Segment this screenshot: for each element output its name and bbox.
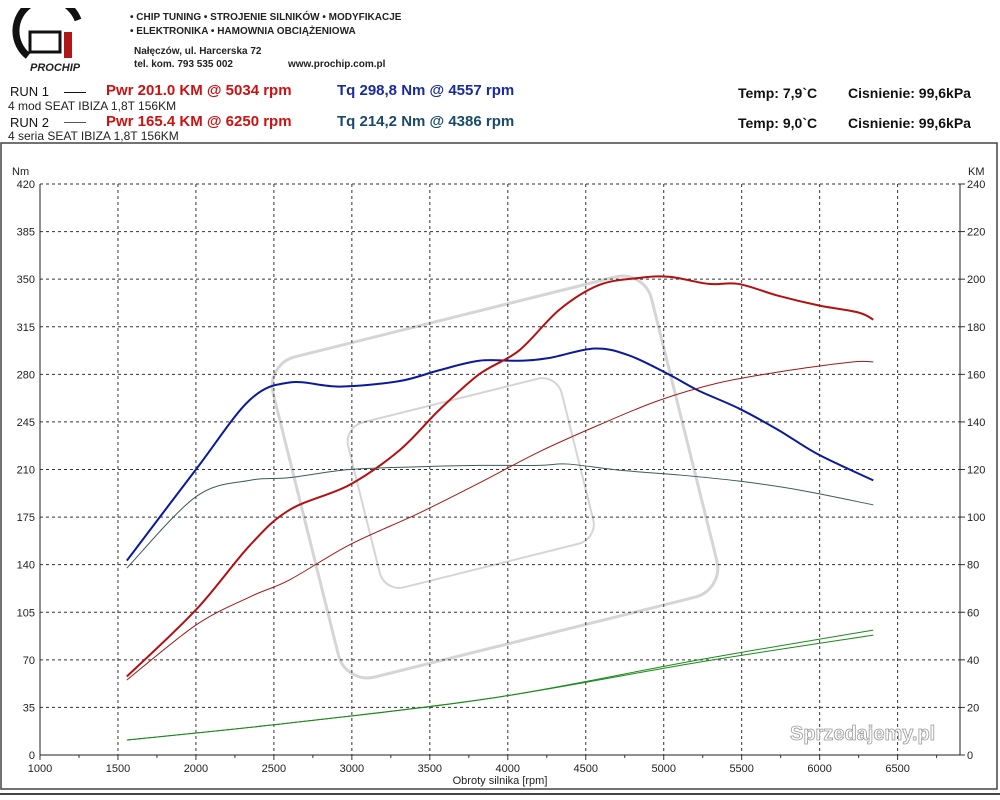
sprzedajemy-watermark: Sprzedajemy.pl: [790, 723, 935, 745]
run2-desc: 4 seria SEAT IBIZA 1,8T 156KM: [8, 129, 179, 143]
x-tick-label: 2500: [262, 763, 286, 775]
dyno-chart: 1000 1500 2000 2500 3000 3500 4000 4500 5000 5500…: [0, 142, 1000, 795]
run1-label: RUN 1: [10, 84, 50, 99]
chart-frame: [0, 142, 998, 790]
y-tick-label: 280: [17, 369, 35, 381]
y-tick-label: 420: [17, 179, 35, 191]
y-tick-label: 385: [17, 227, 35, 239]
run1-torque-line: [126, 347, 874, 562]
slogan-2: • ELEKTRONIKA • HAMOWNIA OBCIĄŻENIOWA: [130, 26, 356, 37]
y2-tick-label: 240: [967, 179, 985, 191]
run1-temp: Temp: 7,9`C: [738, 85, 818, 101]
y-tick-label: 175: [17, 512, 35, 524]
x-axis-label: Obroty silnika [rpm]: [453, 775, 548, 787]
y-tick-label: 350: [17, 274, 35, 286]
prochip-watermark-logo: [270, 274, 720, 680]
y-tick-label: 245: [17, 417, 35, 429]
y-tick-label: 0: [29, 750, 35, 762]
y2-tick-label: 180: [967, 322, 985, 334]
run2-legend-line: [64, 122, 86, 123]
run1-pressure: Cisnienie: 99,6kPa: [848, 85, 971, 101]
y2-tick-label: 140: [967, 417, 985, 429]
logo-text: PROCHIP: [30, 62, 81, 74]
x-tick-label: 5500: [729, 763, 753, 775]
y2-tick-label: 200: [967, 274, 985, 286]
run2-pressure: Cisnienie: 99,6kPa: [848, 115, 971, 131]
run2-label: RUN 2: [10, 115, 50, 130]
run1-desc: 4 mod SEAT IBIZA 1,8T 156KM: [8, 99, 177, 113]
x-tick-label: 2000: [184, 763, 208, 775]
x-tick-label: 5000: [651, 763, 675, 775]
y2-tick-label: 80: [967, 560, 979, 572]
run1-power-line: [126, 275, 874, 678]
address: Nałęczów, ul. Harcerska 72: [134, 46, 262, 57]
y-axis-label: Nm: [12, 166, 29, 178]
y-tick-label: 105: [17, 607, 35, 619]
y2-tick-label: 20: [967, 702, 979, 714]
run1-legend-line: [64, 92, 86, 93]
run1-power-peak: Pwr 201.0 KM @ 5034 rpm: [106, 82, 292, 99]
y2-tick-label: 60: [967, 607, 979, 619]
website: www.prochip.com.pl: [288, 59, 386, 70]
run2-torque-peak: Tq 214,2 Nm @ 4386 rpm: [337, 113, 515, 130]
y2-tick-label: 100: [967, 512, 985, 524]
x-tick-label: 3000: [340, 763, 364, 775]
y-tick-label: 70: [23, 655, 35, 667]
run2-power-line: [126, 360, 874, 681]
y-tick-label: 315: [17, 322, 35, 334]
engine-icon: [28, 30, 62, 54]
y-tick-label: 35: [23, 702, 35, 714]
prochip-logo: PROCHIP: [12, 8, 82, 74]
x-tick-label: 4000: [496, 763, 520, 775]
run1-loss-line: [126, 634, 874, 741]
run2-loss-line: [126, 629, 874, 741]
x-tick-label: 6000: [807, 763, 831, 775]
y2-tick-label: 40: [967, 655, 979, 667]
run2-temp: Temp: 9,0`C: [738, 115, 818, 131]
y2-tick-label: 0: [967, 750, 973, 762]
run1-torque-peak: Tq 298,8 Nm @ 4557 rpm: [337, 82, 515, 99]
x-tick-label: 4500: [574, 763, 598, 775]
y2-tick-label: 160: [967, 369, 985, 381]
x-tick-label: 6500: [885, 763, 909, 775]
y-tick-label: 210: [17, 465, 35, 477]
y2-tick-label: 120: [967, 465, 985, 477]
slogan-1: • CHIP TUNING • STROJENIE SILNIKÓW • MOD…: [130, 12, 402, 23]
x-tick-label: 1000: [28, 763, 52, 775]
x-tick-label: 3500: [418, 763, 442, 775]
y-tick-label: 140: [17, 560, 35, 572]
run2-power-peak: Pwr 165.4 KM @ 6250 rpm: [106, 113, 292, 130]
run2-torque-line: [126, 463, 874, 569]
y2-axis-label: KM: [968, 166, 985, 178]
x-tick-label: 1500: [106, 763, 130, 775]
y2-tick-label: 220: [967, 227, 985, 239]
phone: tel. kom. 793 535 002: [134, 59, 233, 70]
